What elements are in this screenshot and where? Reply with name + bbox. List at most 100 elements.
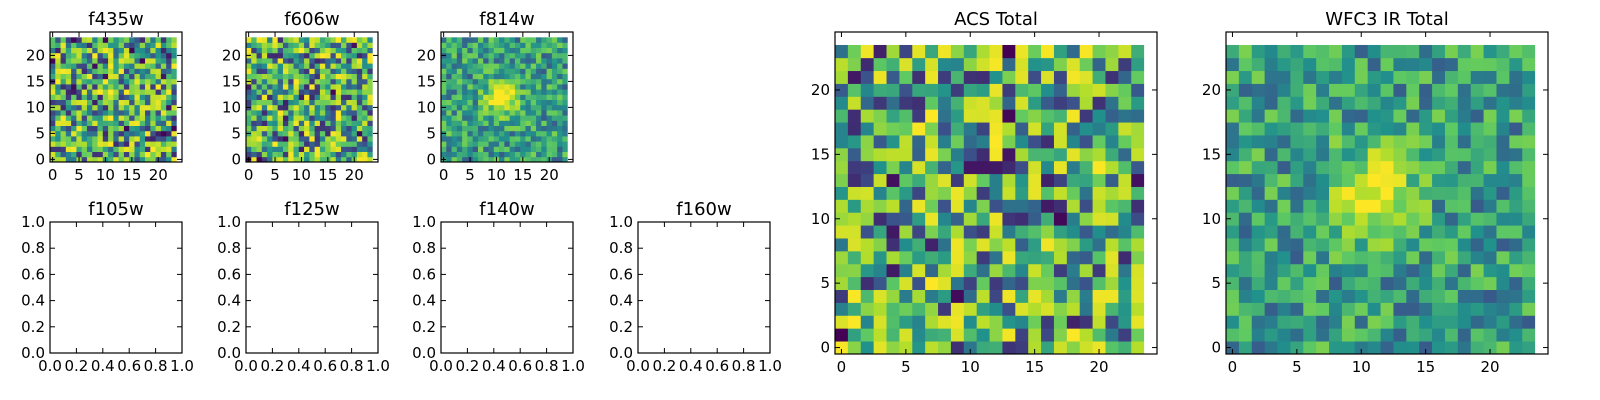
heatmap-cell: [1066, 122, 1081, 136]
heatmap-cell: [950, 225, 965, 239]
heatmap-cell: [304, 99, 310, 106]
heatmap-cell: [319, 89, 326, 95]
heatmap-cell: [1367, 302, 1381, 316]
heatmap-cell: [335, 156, 342, 163]
heatmap-cell: [123, 73, 130, 80]
heatmap-cell: [456, 146, 463, 152]
heatmap-cell: [97, 78, 104, 85]
heatmap-cell: [362, 37, 368, 43]
heatmap-cell: [557, 110, 563, 116]
y-tick-label: 0.4: [21, 292, 45, 310]
heatmap-cell: [493, 141, 500, 147]
heatmap-cell: [1118, 122, 1132, 136]
heatmap-cell: [1406, 83, 1420, 97]
heatmap-cell: [472, 73, 479, 80]
heatmap-cell: [1277, 238, 1291, 252]
heatmap-cell: [123, 125, 130, 132]
heatmap-cell: [509, 78, 516, 85]
heatmap-cell: [950, 160, 965, 175]
heatmap-cell: [1118, 315, 1132, 329]
heatmap-cell: [472, 120, 479, 126]
heatmap-cell: [1496, 225, 1510, 239]
heatmap-cell: [325, 115, 331, 121]
heatmap-cell: [886, 122, 900, 136]
heatmap-cell: [899, 199, 913, 213]
heatmap-cell: [1367, 70, 1381, 84]
heatmap-cell: [267, 104, 273, 111]
heatmap-cell: [472, 58, 479, 64]
heatmap-cell: [102, 89, 109, 95]
heatmap-cell: [1457, 225, 1472, 239]
heatmap-cell: [1264, 238, 1278, 252]
heatmap-cell: [81, 84, 88, 90]
heatmap-cell: [139, 146, 146, 152]
heatmap-cell: [1131, 302, 1145, 316]
heatmap-cell: [92, 84, 98, 90]
heatmap-cell: [277, 89, 284, 95]
heatmap-cell: [55, 151, 61, 158]
heatmap-cell: [1053, 212, 1068, 226]
heatmap-cell: [108, 151, 114, 158]
heatmap-cell: [514, 89, 521, 95]
heatmap-cell: [912, 276, 926, 290]
heatmap-cell: [976, 109, 990, 123]
heatmap-cell: [267, 110, 273, 116]
heatmap-cell: [166, 120, 172, 126]
heatmap-cell: [1226, 186, 1240, 200]
heatmap-cell: [441, 94, 447, 100]
heatmap-cell: [835, 186, 849, 200]
heatmap-cell: [462, 78, 468, 85]
heatmap-cell: [155, 42, 162, 48]
heatmap-cell: [1393, 263, 1407, 278]
heatmap-cell: [488, 89, 495, 95]
heatmap-cell: [251, 68, 257, 74]
heatmap-cell: [1131, 315, 1145, 329]
heatmap-cell: [139, 110, 146, 116]
heatmap-cell: [472, 52, 479, 59]
heatmap-cell: [92, 104, 98, 111]
heatmap-cell: [166, 89, 172, 95]
heatmap-cell: [1053, 57, 1068, 72]
heatmap-cell: [261, 110, 268, 116]
heatmap-cell: [319, 125, 326, 132]
heatmap-cell: [1105, 302, 1119, 316]
heatmap-cell: [277, 115, 284, 121]
heatmap-cell: [76, 84, 83, 90]
heatmap-cell: [847, 96, 862, 110]
panel-margin-strip: [246, 32, 378, 38]
heatmap-cell: [472, 115, 479, 121]
heatmap-cell: [456, 73, 463, 80]
heatmap-cell: [499, 42, 505, 48]
heatmap-cell: [123, 104, 130, 111]
heatmap-cell: [835, 173, 849, 187]
heatmap-cell: [835, 315, 849, 329]
heatmap-cell: [950, 289, 965, 303]
heatmap-cell: [1015, 341, 1029, 355]
heatmap-cell: [246, 115, 252, 121]
heatmap-cell: [989, 83, 1003, 97]
heatmap-cell: [1522, 83, 1536, 97]
heatmap-cell: [166, 52, 172, 59]
heatmap-cell: [483, 89, 489, 95]
heatmap-cell: [134, 58, 141, 64]
heatmap-cell: [272, 63, 279, 69]
heatmap-cell: [171, 52, 178, 59]
heatmap-cell: [362, 136, 368, 142]
heatmap-cell: [1367, 289, 1381, 303]
heatmap-cell: [155, 84, 162, 90]
heatmap-cell: [504, 52, 511, 59]
heatmap-cell: [288, 125, 294, 132]
heatmap-cell: [367, 120, 374, 126]
heatmap-cell: [1015, 173, 1029, 187]
heatmap-cell: [367, 73, 374, 80]
heatmap-cell: [314, 89, 321, 95]
heatmap-cell: [1290, 160, 1304, 175]
heatmap-cell: [899, 109, 913, 123]
heatmap-cell: [976, 315, 990, 329]
heatmap-cell: [1131, 147, 1145, 162]
heatmap-cell: [504, 42, 511, 48]
heatmap-cell: [950, 212, 965, 226]
panel-margin-strip: [1535, 32, 1548, 354]
heatmap-cell: [145, 52, 151, 59]
heatmap-cell: [1251, 315, 1266, 329]
